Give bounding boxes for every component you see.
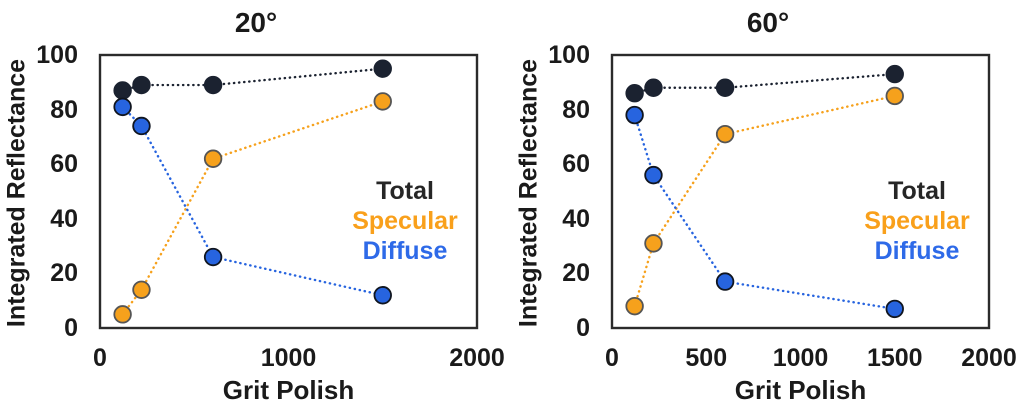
y-tick-label: 40 [562,204,590,233]
chart-panel-20deg: 20° Integrated Reflectance Grit Polish T… [3,7,505,405]
data-point-total [132,75,151,95]
data-point-specular [644,234,663,253]
legend-item-specular: Specular [864,207,970,235]
series-line-total [121,67,384,92]
data-point-total [203,75,223,95]
legend-item-diffuse: Diffuse [874,237,960,265]
chart-panel-60deg: 60° Integrated Reflectance Grit Polish T… [512,0,1024,410]
data-point-diffuse [113,97,132,117]
y-tick-label: 20 [50,259,78,288]
x-tick-label: 1000 [260,344,317,372]
chart-title-20deg: 20° [234,7,278,38]
data-point-specular [715,124,735,144]
plot-area [610,53,991,330]
chart-title-60deg: 60° [746,7,790,38]
legend: Total Specular Diffuse [837,176,997,266]
x-tick-label: 1500 [866,344,923,372]
legend-item-total: Total [376,177,434,205]
plot-frame [98,53,479,330]
x-tick-label: 1000 [772,344,829,372]
data-point-total [885,64,904,84]
data-point-diffuse [885,299,904,319]
data-point-total [644,78,663,97]
y-tick-label: 80 [562,95,590,124]
legend-item-specular: Specular [352,207,458,235]
data-point-total [113,81,132,100]
y-tick-label: 0 [64,314,78,342]
legend-item-diffuse: Diffuse [362,237,448,265]
x-tick-label: 500 [685,344,728,372]
y-tick-label: 100 [548,41,590,69]
data-point-specular [113,305,132,324]
x-axis-label: Grit Polish [734,375,867,405]
data-point-specular [132,280,151,299]
data-point-diffuse [625,105,644,125]
y-tick-label: 60 [562,150,590,179]
y-tick-label: 60 [50,150,78,179]
legend: Total Specular Diffuse [325,176,485,266]
data-point-diffuse [203,247,223,267]
x-tick-label: 2000 [961,344,1017,372]
data-point-specular [373,92,392,111]
y-tick-label: 0 [576,314,590,342]
data-point-diffuse [644,165,663,185]
y-tick-label: 40 [50,204,78,233]
data-point-total [625,84,644,103]
data-point-diffuse [132,116,151,136]
data-point-total [373,59,392,78]
data-point-specular [203,149,223,168]
data-point-diffuse [373,286,392,305]
data-point-specular [885,86,904,106]
series-line-diffuse [633,113,896,311]
legend-item-total: Total [888,177,946,205]
x-tick-label: 0 [605,344,619,372]
series-line-specular [121,100,384,316]
series-line-total [633,72,896,95]
x-tick-label: 0 [93,344,107,372]
plot-frame [610,53,991,330]
data-point-total [715,78,735,97]
data-point-diffuse [715,272,735,291]
x-axis-label: Grit Polish [222,375,355,405]
y-tick-label: 20 [562,259,590,288]
plot-area [98,53,479,330]
x-tick-label: 2000 [449,344,505,372]
series-line-diffuse [121,105,384,297]
y-tick-label: 100 [36,41,78,69]
data-point-specular [625,296,644,316]
y-tick-label: 80 [50,95,78,124]
